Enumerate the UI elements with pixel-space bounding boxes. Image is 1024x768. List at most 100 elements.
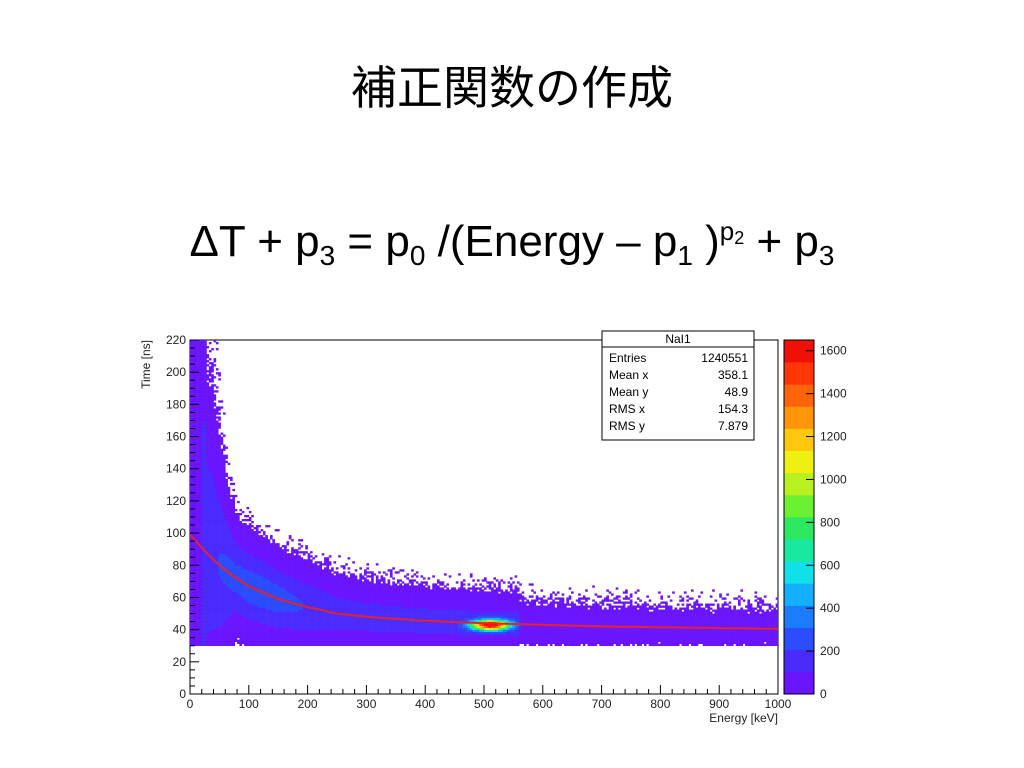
heatmap-cell bbox=[267, 609, 271, 612]
heatmap-cell bbox=[234, 571, 238, 574]
heatmap-cell bbox=[331, 607, 334, 610]
heatmap-cell bbox=[277, 551, 280, 554]
heatmap-cell bbox=[208, 426, 212, 429]
heatmap-cell bbox=[229, 575, 233, 578]
heatmap-cell bbox=[244, 609, 247, 612]
heatmap-cell bbox=[201, 358, 205, 361]
heatmap-cell bbox=[241, 601, 245, 604]
heatmap-cell bbox=[229, 500, 233, 504]
heatmap-cell bbox=[267, 615, 271, 618]
heatmap-cell bbox=[208, 484, 212, 488]
heatmap-cell bbox=[199, 464, 203, 468]
heatmap-cell bbox=[234, 617, 238, 620]
heatmap-cell bbox=[258, 599, 261, 602]
heatmap-cell bbox=[312, 643, 315, 647]
heatmap-cell bbox=[279, 583, 283, 586]
heatmap-cell bbox=[194, 623, 198, 626]
heatmap-cell bbox=[302, 593, 306, 596]
heatmap-cell bbox=[244, 637, 247, 640]
heatmap-cell bbox=[199, 434, 203, 437]
heatmap-cell bbox=[225, 510, 228, 514]
heatmap-cell bbox=[206, 438, 210, 441]
heatmap-cell bbox=[220, 589, 224, 592]
heatmap-cell bbox=[272, 567, 275, 570]
heatmap-cell bbox=[302, 585, 306, 588]
heatmap-cell bbox=[286, 635, 290, 638]
heatmap-cell bbox=[227, 559, 231, 562]
heatmap-cell bbox=[192, 623, 195, 626]
heatmap-cell bbox=[197, 366, 200, 369]
heatmap-cell bbox=[244, 627, 247, 630]
heatmap-cell bbox=[218, 519, 221, 522]
heatmap-cell bbox=[331, 591, 334, 594]
heatmap-cell bbox=[279, 619, 283, 622]
heatmap-cell bbox=[305, 613, 308, 616]
heatmap-cell bbox=[305, 583, 308, 586]
heatmap-cell bbox=[190, 597, 193, 600]
heatmap-cell bbox=[267, 589, 271, 592]
heatmap-cell bbox=[291, 575, 294, 578]
heatmap-cell bbox=[190, 559, 193, 562]
heatmap-cell bbox=[277, 643, 280, 647]
heatmap-cell bbox=[227, 583, 231, 586]
heatmap-cell bbox=[190, 476, 193, 480]
heatmap-cell bbox=[251, 559, 254, 562]
heatmap-cell bbox=[286, 543, 290, 546]
heatmap-cell bbox=[295, 555, 299, 558]
heatmap-cell bbox=[338, 585, 341, 588]
heatmap-cell bbox=[190, 557, 193, 560]
heatmap-cell bbox=[307, 631, 311, 634]
heatmap-cell bbox=[267, 597, 271, 600]
heatmap-cell bbox=[204, 340, 207, 343]
heatmap-cell bbox=[342, 587, 346, 590]
heatmap-cell bbox=[248, 561, 252, 564]
heatmap-cell bbox=[349, 587, 353, 590]
heatmap-cell bbox=[213, 627, 217, 630]
heatmap-cell bbox=[300, 587, 304, 590]
heatmap-cell bbox=[269, 597, 273, 600]
heatmap-cell bbox=[213, 613, 217, 616]
heatmap-cell bbox=[291, 599, 294, 602]
heatmap-cell bbox=[211, 450, 214, 453]
heatmap-cell bbox=[277, 561, 280, 564]
heatmap-cell bbox=[253, 547, 257, 550]
heatmap-cell bbox=[220, 559, 224, 562]
heatmap-cell bbox=[211, 545, 214, 548]
heatmap-cell bbox=[211, 525, 214, 528]
heatmap-cell bbox=[232, 599, 235, 602]
heatmap-cell bbox=[269, 559, 273, 562]
heatmap-cell bbox=[272, 541, 275, 544]
heatmap-cell bbox=[190, 454, 193, 457]
heatmap-cell bbox=[293, 551, 297, 554]
heatmap-cell bbox=[328, 589, 332, 592]
heatmap-cell bbox=[220, 609, 224, 612]
heatmap-cell bbox=[234, 593, 238, 596]
heatmap-cell bbox=[204, 547, 207, 550]
heatmap-cell bbox=[197, 344, 200, 347]
heatmap-cell bbox=[206, 641, 210, 645]
heatmap-cell bbox=[204, 575, 207, 578]
heatmap-cell bbox=[312, 623, 315, 626]
heatmap-cell bbox=[291, 579, 294, 582]
heatmap-cell bbox=[192, 533, 195, 536]
heatmap-cell bbox=[208, 358, 212, 361]
heatmap-cell bbox=[201, 400, 205, 403]
heatmap-cell bbox=[246, 601, 250, 604]
heatmap-cell bbox=[206, 539, 210, 542]
heatmap-cell bbox=[241, 613, 245, 616]
heatmap-cell bbox=[211, 448, 214, 451]
heatmap-cell bbox=[208, 496, 212, 500]
heatmap-cell bbox=[211, 484, 214, 488]
heatmap-cell bbox=[251, 593, 254, 596]
heatmap-cell bbox=[194, 601, 198, 604]
heatmap-cell bbox=[197, 432, 200, 435]
heatmap-cell bbox=[199, 512, 203, 516]
heatmap-cell bbox=[201, 382, 205, 385]
heatmap-cell bbox=[326, 619, 330, 622]
heatmap-cell bbox=[359, 597, 362, 600]
heatmap-cell bbox=[305, 597, 308, 600]
heatmap-cell bbox=[197, 585, 200, 588]
heatmap-cell bbox=[338, 587, 341, 590]
heatmap-cell bbox=[220, 587, 224, 590]
heatmap-cell bbox=[307, 619, 311, 622]
